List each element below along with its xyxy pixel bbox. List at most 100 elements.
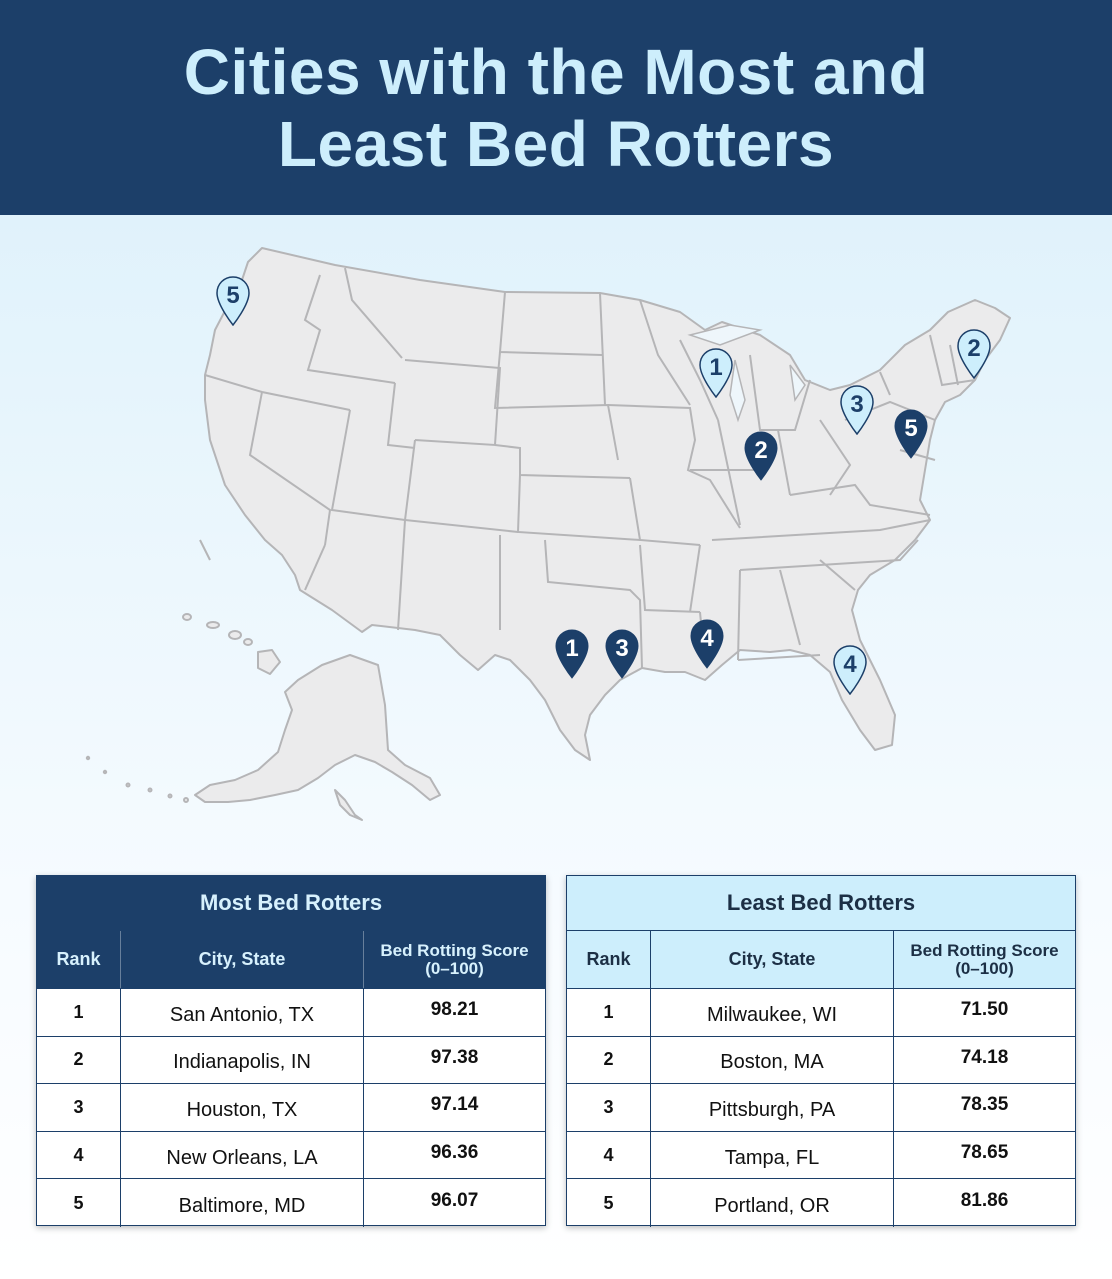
pin-label: 2 xyxy=(754,437,768,464)
pin-label: 1 xyxy=(709,354,723,381)
hawaii-island-2 xyxy=(206,621,220,629)
city-cell: Pittsburgh, PA xyxy=(651,1084,894,1131)
least-bed-rotters-table: Least Bed Rotters Rank City, State Bed R… xyxy=(566,875,1076,1227)
table-row: 3 Houston, TX 97.14 xyxy=(37,1084,545,1132)
map-pin-icon xyxy=(699,348,733,398)
pin-label: 4 xyxy=(843,651,857,678)
table-row: 4 New Orleans, LA 96.36 xyxy=(37,1131,545,1180)
score-cell: 96.36 xyxy=(430,1142,479,1164)
map-pin-icon xyxy=(894,409,928,459)
title-line-2: Least Bed Rotters xyxy=(277,107,835,180)
header-city: City, State xyxy=(121,931,364,988)
rank-cell: 5 xyxy=(37,1179,121,1227)
city-cell: Tampa, FL xyxy=(651,1131,894,1179)
rank-cell: 4 xyxy=(567,1131,651,1179)
hawaii-island-5 xyxy=(257,649,281,675)
city-cell: New Orleans, LA xyxy=(121,1131,364,1179)
score-cell: 78.35 xyxy=(960,1094,1009,1116)
map-pin-icon xyxy=(555,629,589,679)
pin-label: 2 xyxy=(967,335,981,362)
alaska-shape xyxy=(194,654,441,803)
pin-label: 5 xyxy=(226,282,240,309)
table-caption: Most Bed Rotters xyxy=(37,876,545,931)
header-city: City, State xyxy=(651,931,894,988)
score-cell: 97.38 xyxy=(430,1046,479,1068)
pin-most-3[interactable]: 3 xyxy=(605,629,639,679)
map-pin-icon xyxy=(833,645,867,695)
most-bed-rotters-table: Most Bed Rotters Rank City, State Bed Ro… xyxy=(36,875,546,1227)
city-cell: Milwaukee, WI xyxy=(651,989,894,1036)
city-cell: Boston, MA xyxy=(651,1036,894,1084)
map-pin-icon xyxy=(744,431,778,481)
pin-label: 5 xyxy=(904,415,918,442)
header-rank: Rank xyxy=(37,931,121,988)
score-cell: 81.86 xyxy=(960,1190,1009,1212)
great-lakes xyxy=(687,324,806,423)
table-caption: Least Bed Rotters xyxy=(567,876,1075,931)
city-cell: Portland, OR xyxy=(651,1179,894,1227)
map-pin-icon xyxy=(840,385,874,435)
table-row: 5 Baltimore, MD 96.07 xyxy=(37,1179,545,1227)
header-score-line-1: Bed Rotting Score xyxy=(910,940,1059,960)
header-rank: Rank xyxy=(567,931,651,988)
hawaii-island-1 xyxy=(182,613,192,621)
rank-cell: 4 xyxy=(37,1131,121,1179)
pin-label: 1 xyxy=(565,635,579,662)
rank-cell: 2 xyxy=(567,1036,651,1084)
score-cell: 98.21 xyxy=(430,999,479,1021)
table-row: 2 Boston, MA 74.18 xyxy=(567,1036,1075,1085)
map-pin-icon xyxy=(605,629,639,679)
city-cell: Houston, TX xyxy=(121,1084,364,1131)
rank-cell: 1 xyxy=(567,989,651,1036)
table-row: 1 Milwaukee, WI 71.50 xyxy=(567,989,1075,1037)
pin-label: 3 xyxy=(615,635,629,662)
table-row: 1 San Antonio, TX 98.21 xyxy=(37,989,545,1037)
city-cell: Baltimore, MD xyxy=(121,1179,364,1227)
us-map: 1 2 3 4 5 1 2 3 4 5 xyxy=(0,215,1112,855)
pin-most-1[interactable]: 1 xyxy=(555,629,589,679)
contiguous-us-shape xyxy=(204,247,1011,761)
table-row: 5 Portland, OR 81.86 xyxy=(567,1179,1075,1227)
pin-label: 3 xyxy=(850,391,864,418)
map-pin-icon xyxy=(216,276,250,326)
rank-cell: 1 xyxy=(37,989,121,1036)
title-line-1: Cities with the Most and xyxy=(183,35,929,108)
pin-least-1[interactable]: 1 xyxy=(699,348,733,398)
aleutian-islands xyxy=(85,755,189,803)
score-cell: 97.14 xyxy=(430,1094,479,1116)
map-pin-icon xyxy=(690,619,724,669)
header-score: Bed Rotting Score (0–100) xyxy=(894,931,1075,988)
pin-least-5[interactable]: 5 xyxy=(216,276,250,326)
rank-cell: 5 xyxy=(567,1179,651,1227)
score-cell: 74.18 xyxy=(960,1046,1009,1068)
score-cell: 96.07 xyxy=(430,1190,479,1212)
pin-most-4[interactable]: 4 xyxy=(690,619,724,669)
hawaii-island-4 xyxy=(243,638,253,646)
header-banner: Cities with the Most and Least Bed Rotte… xyxy=(0,0,1112,215)
rank-cell: 3 xyxy=(37,1084,121,1131)
table-row: 4 Tampa, FL 78.65 xyxy=(567,1131,1075,1180)
alaska-panhandle xyxy=(334,789,363,821)
table-row: 3 Pittsburgh, PA 78.35 xyxy=(567,1084,1075,1132)
pin-least-3[interactable]: 3 xyxy=(840,385,874,435)
hawaii-island-3 xyxy=(228,630,242,640)
city-cell: Indianapolis, IN xyxy=(121,1036,364,1084)
table-row: 2 Indianapolis, IN 97.38 xyxy=(37,1036,545,1085)
header-score: Bed Rotting Score (0–100) xyxy=(364,931,545,988)
pin-most-5[interactable]: 5 xyxy=(894,409,928,459)
page-title: Cities with the Most and Least Bed Rotte… xyxy=(184,36,928,180)
map-pin-icon xyxy=(957,329,991,379)
state-borders xyxy=(199,267,976,669)
pin-least-2[interactable]: 2 xyxy=(957,329,991,379)
rank-cell: 3 xyxy=(567,1084,651,1131)
pin-label: 4 xyxy=(700,625,714,652)
table-header-row: Rank City, State Bed Rotting Score (0–10… xyxy=(567,931,1075,989)
pin-least-4[interactable]: 4 xyxy=(833,645,867,695)
table-header-row: Rank City, State Bed Rotting Score (0–10… xyxy=(37,931,545,989)
pin-most-2[interactable]: 2 xyxy=(744,431,778,481)
score-cell: 78.65 xyxy=(960,1142,1009,1164)
rank-cell: 2 xyxy=(37,1036,121,1084)
header-score-line-2: (0–100) xyxy=(425,958,484,978)
us-map-shapes xyxy=(85,247,1011,821)
city-cell: San Antonio, TX xyxy=(121,989,364,1036)
